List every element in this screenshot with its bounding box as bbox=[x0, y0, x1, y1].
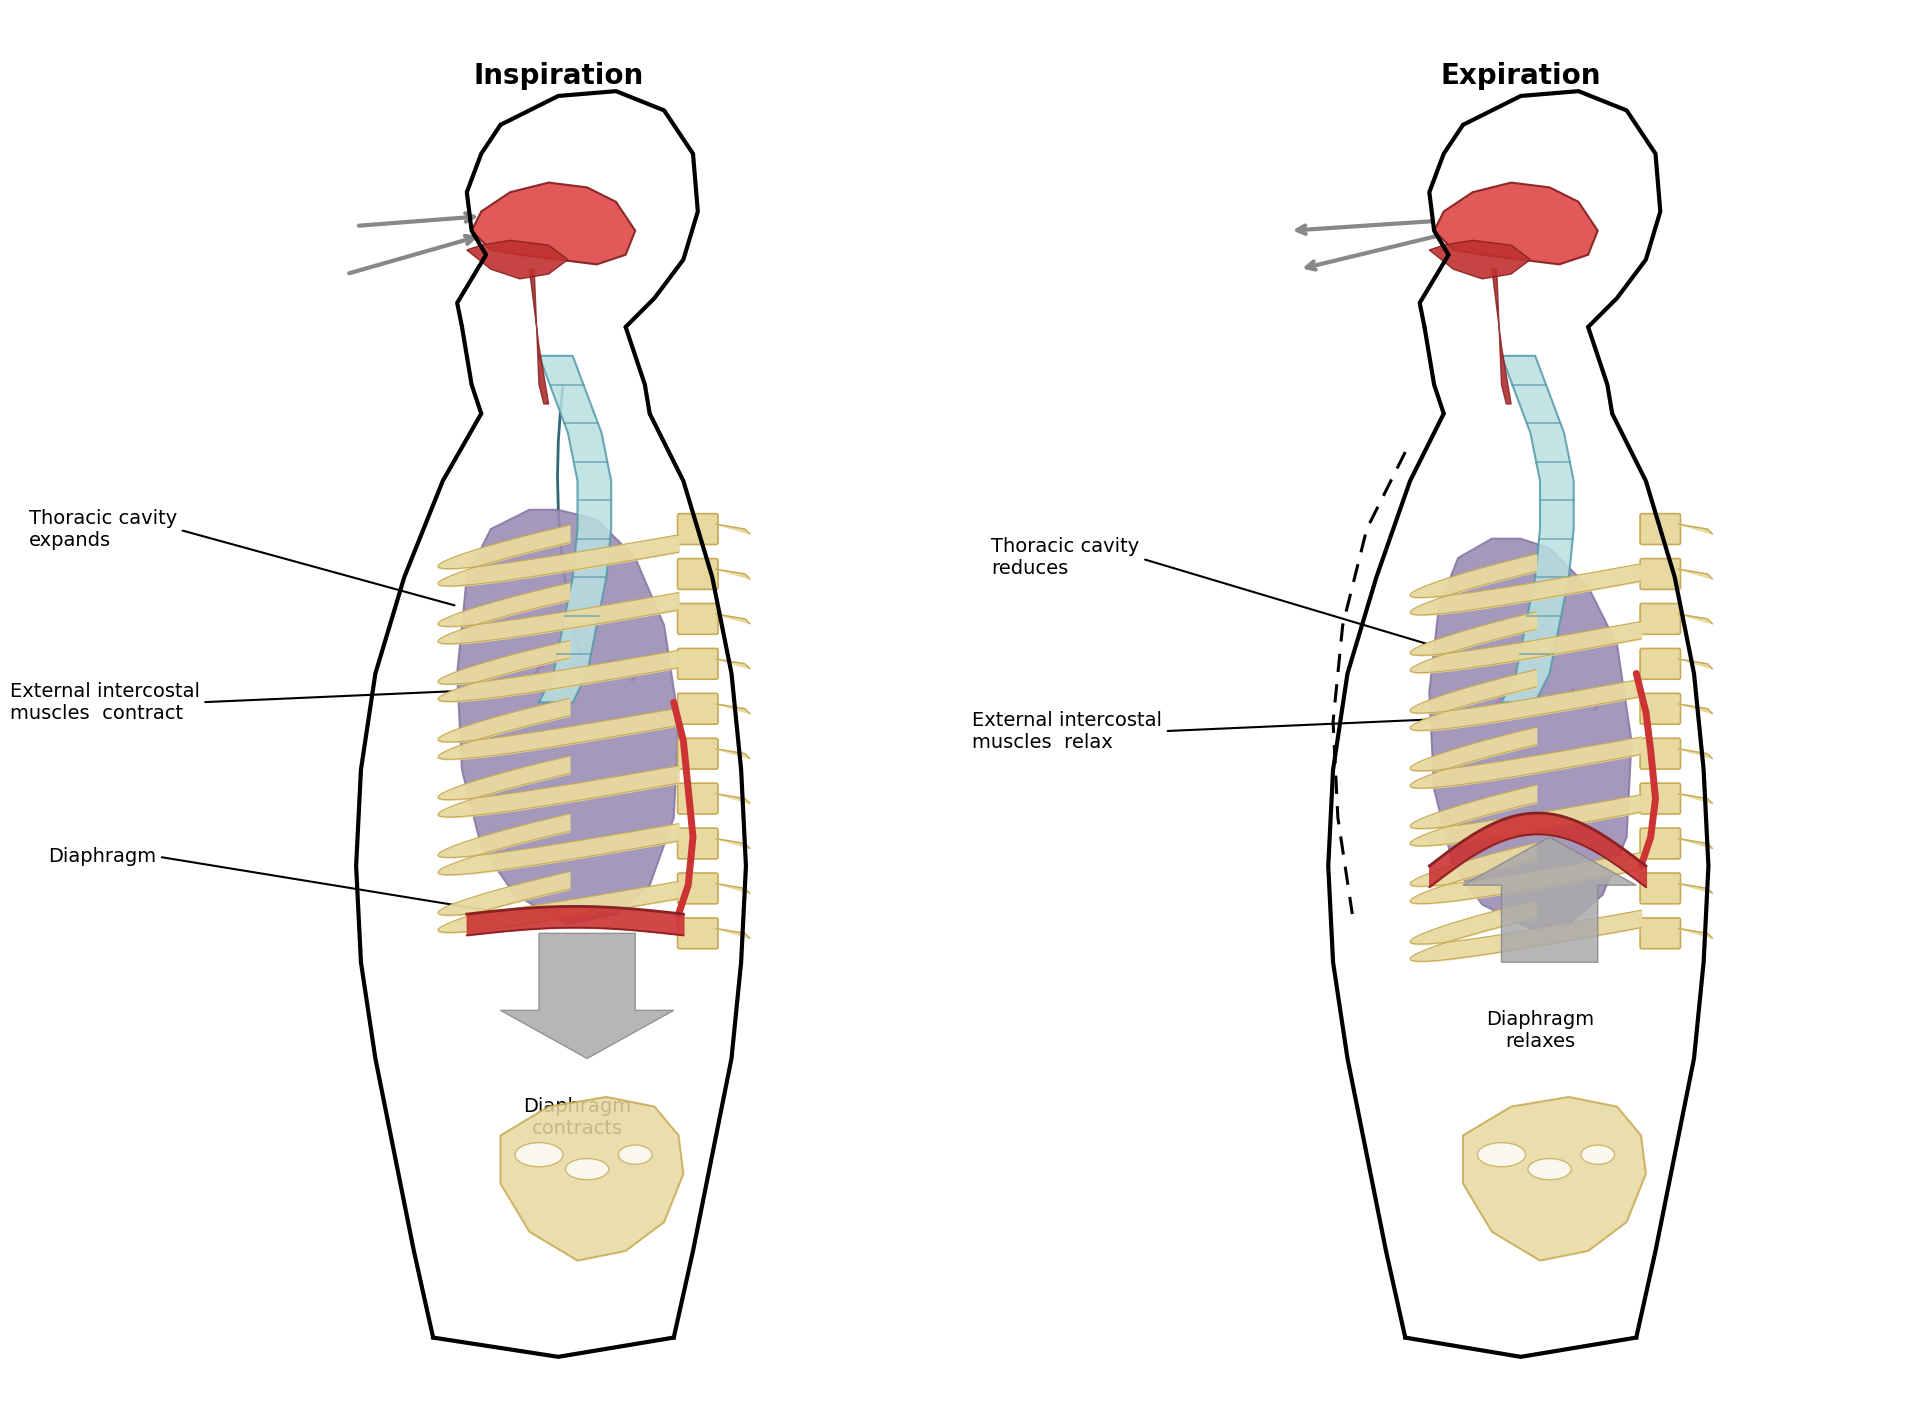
Polygon shape bbox=[1679, 839, 1713, 849]
FancyBboxPatch shape bbox=[1640, 648, 1681, 680]
Text: External intercostal
muscles  relax: External intercostal muscles relax bbox=[972, 711, 1490, 752]
Ellipse shape bbox=[1580, 1145, 1615, 1165]
Polygon shape bbox=[1679, 704, 1713, 714]
FancyBboxPatch shape bbox=[1640, 513, 1681, 545]
Polygon shape bbox=[539, 356, 612, 702]
FancyBboxPatch shape bbox=[678, 603, 718, 634]
Text: Diaphragm: Diaphragm bbox=[48, 848, 508, 914]
FancyBboxPatch shape bbox=[678, 873, 718, 904]
Polygon shape bbox=[1679, 929, 1713, 939]
Polygon shape bbox=[466, 240, 568, 279]
FancyBboxPatch shape bbox=[678, 738, 718, 769]
Polygon shape bbox=[472, 182, 635, 264]
FancyBboxPatch shape bbox=[678, 648, 718, 680]
Polygon shape bbox=[458, 510, 678, 924]
Polygon shape bbox=[716, 658, 751, 668]
Polygon shape bbox=[716, 525, 751, 533]
Polygon shape bbox=[1492, 269, 1511, 404]
Polygon shape bbox=[500, 1096, 683, 1260]
Text: Inspiration: Inspiration bbox=[474, 63, 643, 90]
Polygon shape bbox=[1434, 182, 1598, 264]
Text: Diaphragm
relaxes: Diaphragm relaxes bbox=[1486, 1011, 1594, 1051]
FancyBboxPatch shape bbox=[1640, 738, 1681, 769]
FancyBboxPatch shape bbox=[1640, 559, 1681, 589]
FancyBboxPatch shape bbox=[1640, 603, 1681, 634]
Text: Thoracic cavity
reduces: Thoracic cavity reduces bbox=[991, 538, 1426, 644]
Polygon shape bbox=[1679, 614, 1713, 624]
Polygon shape bbox=[1463, 1096, 1646, 1260]
Text: External intercostal
muscles  contract: External intercostal muscles contract bbox=[10, 681, 527, 722]
Polygon shape bbox=[716, 704, 751, 714]
Text: Diaphragm
contracts: Diaphragm contracts bbox=[524, 1096, 631, 1138]
Polygon shape bbox=[716, 793, 751, 803]
Polygon shape bbox=[1679, 749, 1713, 758]
Polygon shape bbox=[1679, 525, 1713, 533]
Polygon shape bbox=[716, 569, 751, 579]
Polygon shape bbox=[458, 510, 678, 924]
FancyBboxPatch shape bbox=[678, 828, 718, 859]
FancyBboxPatch shape bbox=[678, 784, 718, 813]
FancyBboxPatch shape bbox=[1640, 919, 1681, 948]
Ellipse shape bbox=[1478, 1143, 1525, 1166]
Polygon shape bbox=[1679, 569, 1713, 579]
Polygon shape bbox=[716, 883, 751, 893]
Polygon shape bbox=[716, 749, 751, 758]
Ellipse shape bbox=[516, 1143, 562, 1166]
FancyBboxPatch shape bbox=[1640, 873, 1681, 904]
FancyBboxPatch shape bbox=[1640, 784, 1681, 813]
Polygon shape bbox=[1428, 240, 1530, 279]
Polygon shape bbox=[716, 839, 751, 849]
Polygon shape bbox=[529, 269, 549, 404]
Text: Expiration: Expiration bbox=[1440, 63, 1602, 90]
FancyBboxPatch shape bbox=[678, 513, 718, 545]
Polygon shape bbox=[1463, 838, 1636, 963]
Polygon shape bbox=[1502, 356, 1575, 702]
Polygon shape bbox=[500, 933, 674, 1058]
Text: Thoracic cavity
expands: Thoracic cavity expands bbox=[29, 509, 454, 606]
FancyBboxPatch shape bbox=[678, 919, 718, 948]
Polygon shape bbox=[1428, 539, 1632, 929]
Ellipse shape bbox=[618, 1145, 653, 1165]
FancyBboxPatch shape bbox=[1640, 694, 1681, 724]
Polygon shape bbox=[716, 929, 751, 939]
Ellipse shape bbox=[566, 1159, 608, 1180]
FancyBboxPatch shape bbox=[1640, 828, 1681, 859]
Ellipse shape bbox=[1528, 1159, 1571, 1180]
Polygon shape bbox=[1679, 883, 1713, 893]
FancyBboxPatch shape bbox=[678, 559, 718, 589]
Polygon shape bbox=[1679, 658, 1713, 668]
Polygon shape bbox=[1428, 539, 1632, 929]
Polygon shape bbox=[1679, 793, 1713, 803]
Polygon shape bbox=[716, 614, 751, 624]
FancyBboxPatch shape bbox=[678, 694, 718, 724]
